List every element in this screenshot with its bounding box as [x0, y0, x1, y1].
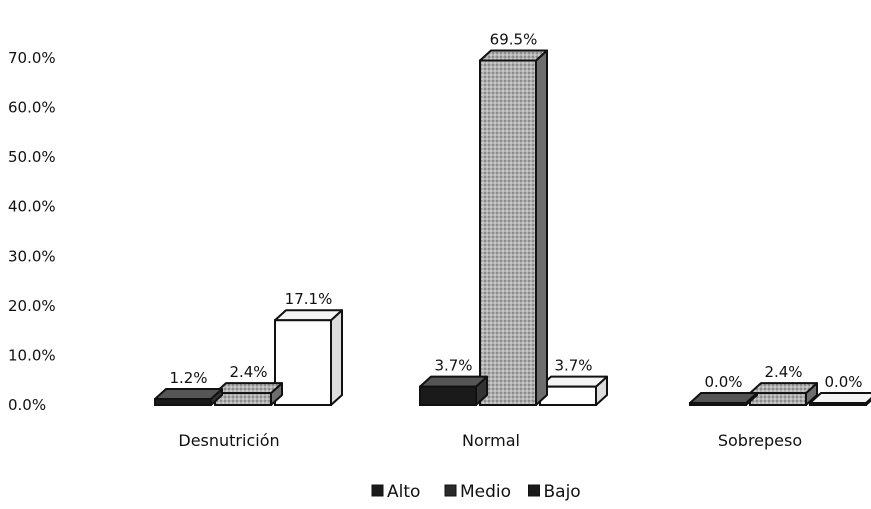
- bar-medio-front: [214, 392, 272, 406]
- legend-swatch-alto: [371, 484, 384, 497]
- bar-alto-front: [419, 385, 477, 406]
- category-axis: Desnutrición Normal Sobrepeso: [178, 431, 802, 450]
- bar-bajo: [274, 309, 343, 406]
- y-tick-label: 40.0%: [8, 198, 56, 216]
- bar-medio-top: [749, 382, 818, 395]
- data-label-alto: 1.2%: [169, 369, 207, 387]
- bar-bajo: [539, 375, 608, 406]
- bar-alto-front: [154, 398, 212, 406]
- bar-alto-front: [689, 402, 747, 406]
- data-label-alto: 3.7%: [434, 357, 472, 375]
- bar-medio: [214, 382, 283, 406]
- y-axis: 0.0% 10.0% 20.0% 30.0% 40.0% 50.0% 60.0% 70.0%: [8, 49, 56, 414]
- legend-label-medio: Medio: [460, 482, 511, 502]
- data-label-medio: 2.4%: [764, 363, 802, 381]
- legend-swatch-medio: [444, 484, 457, 497]
- y-tick-label: 50.0%: [8, 148, 56, 166]
- bar-bajo-side: [330, 309, 343, 406]
- category-label: Sobrepeso: [718, 431, 802, 450]
- y-tick-label: 20.0%: [8, 297, 56, 315]
- legend-label-alto: Alto: [387, 482, 420, 502]
- data-label-bajo: 0.0%: [824, 373, 862, 391]
- bar-alto: [419, 375, 488, 406]
- y-tick-label: 0.0%: [8, 396, 46, 414]
- y-tick-label: 30.0%: [8, 247, 56, 265]
- bar-medio-side: [535, 49, 548, 406]
- bar-medio-front: [749, 392, 807, 406]
- bar-bajo-top: [809, 392, 871, 404]
- data-labels: 1.2% 2.4% 17.1% 3.7% 69.5% 3.7% 0.0% 2.4% 0.0%: [169, 30, 862, 391]
- bar-bajo-top: [274, 309, 343, 322]
- bar-bajo-front: [809, 402, 867, 406]
- bar-alto-top: [154, 388, 223, 401]
- bar-alto-top: [689, 392, 758, 404]
- bar-alto: [154, 388, 223, 406]
- bar-bajo-front: [274, 319, 332, 406]
- data-label-medio: 2.4%: [229, 363, 267, 381]
- bars-group: [154, 49, 871, 406]
- bar-bajo-top: [539, 375, 608, 388]
- bar-medio-top: [214, 382, 283, 395]
- y-tick-label: 70.0%: [8, 49, 56, 67]
- category-label: Normal: [462, 431, 520, 450]
- legend-swatch-bajo: [528, 484, 540, 497]
- bar-medio: [479, 49, 548, 406]
- bar-medio-top: [479, 49, 548, 62]
- y-tick-label: 60.0%: [8, 99, 56, 117]
- data-label-medio: 69.5%: [490, 30, 538, 48]
- bar-medio: [749, 382, 818, 406]
- data-label-bajo: 3.7%: [554, 357, 592, 375]
- category-label: Desnutrición: [178, 431, 279, 450]
- data-label-alto: 0.0%: [704, 373, 742, 391]
- legend: Alto Medio Bajo: [371, 482, 581, 502]
- bar-bajo-front: [539, 385, 597, 406]
- legend-label-bajo: Bajo: [544, 482, 581, 502]
- bar-bajo: [809, 392, 871, 406]
- bar-alto: [689, 392, 758, 406]
- bar-medio-front: [479, 59, 537, 406]
- y-tick-label: 10.0%: [8, 346, 56, 364]
- bar-alto-top: [419, 375, 488, 388]
- data-label-bajo: 17.1%: [285, 290, 333, 308]
